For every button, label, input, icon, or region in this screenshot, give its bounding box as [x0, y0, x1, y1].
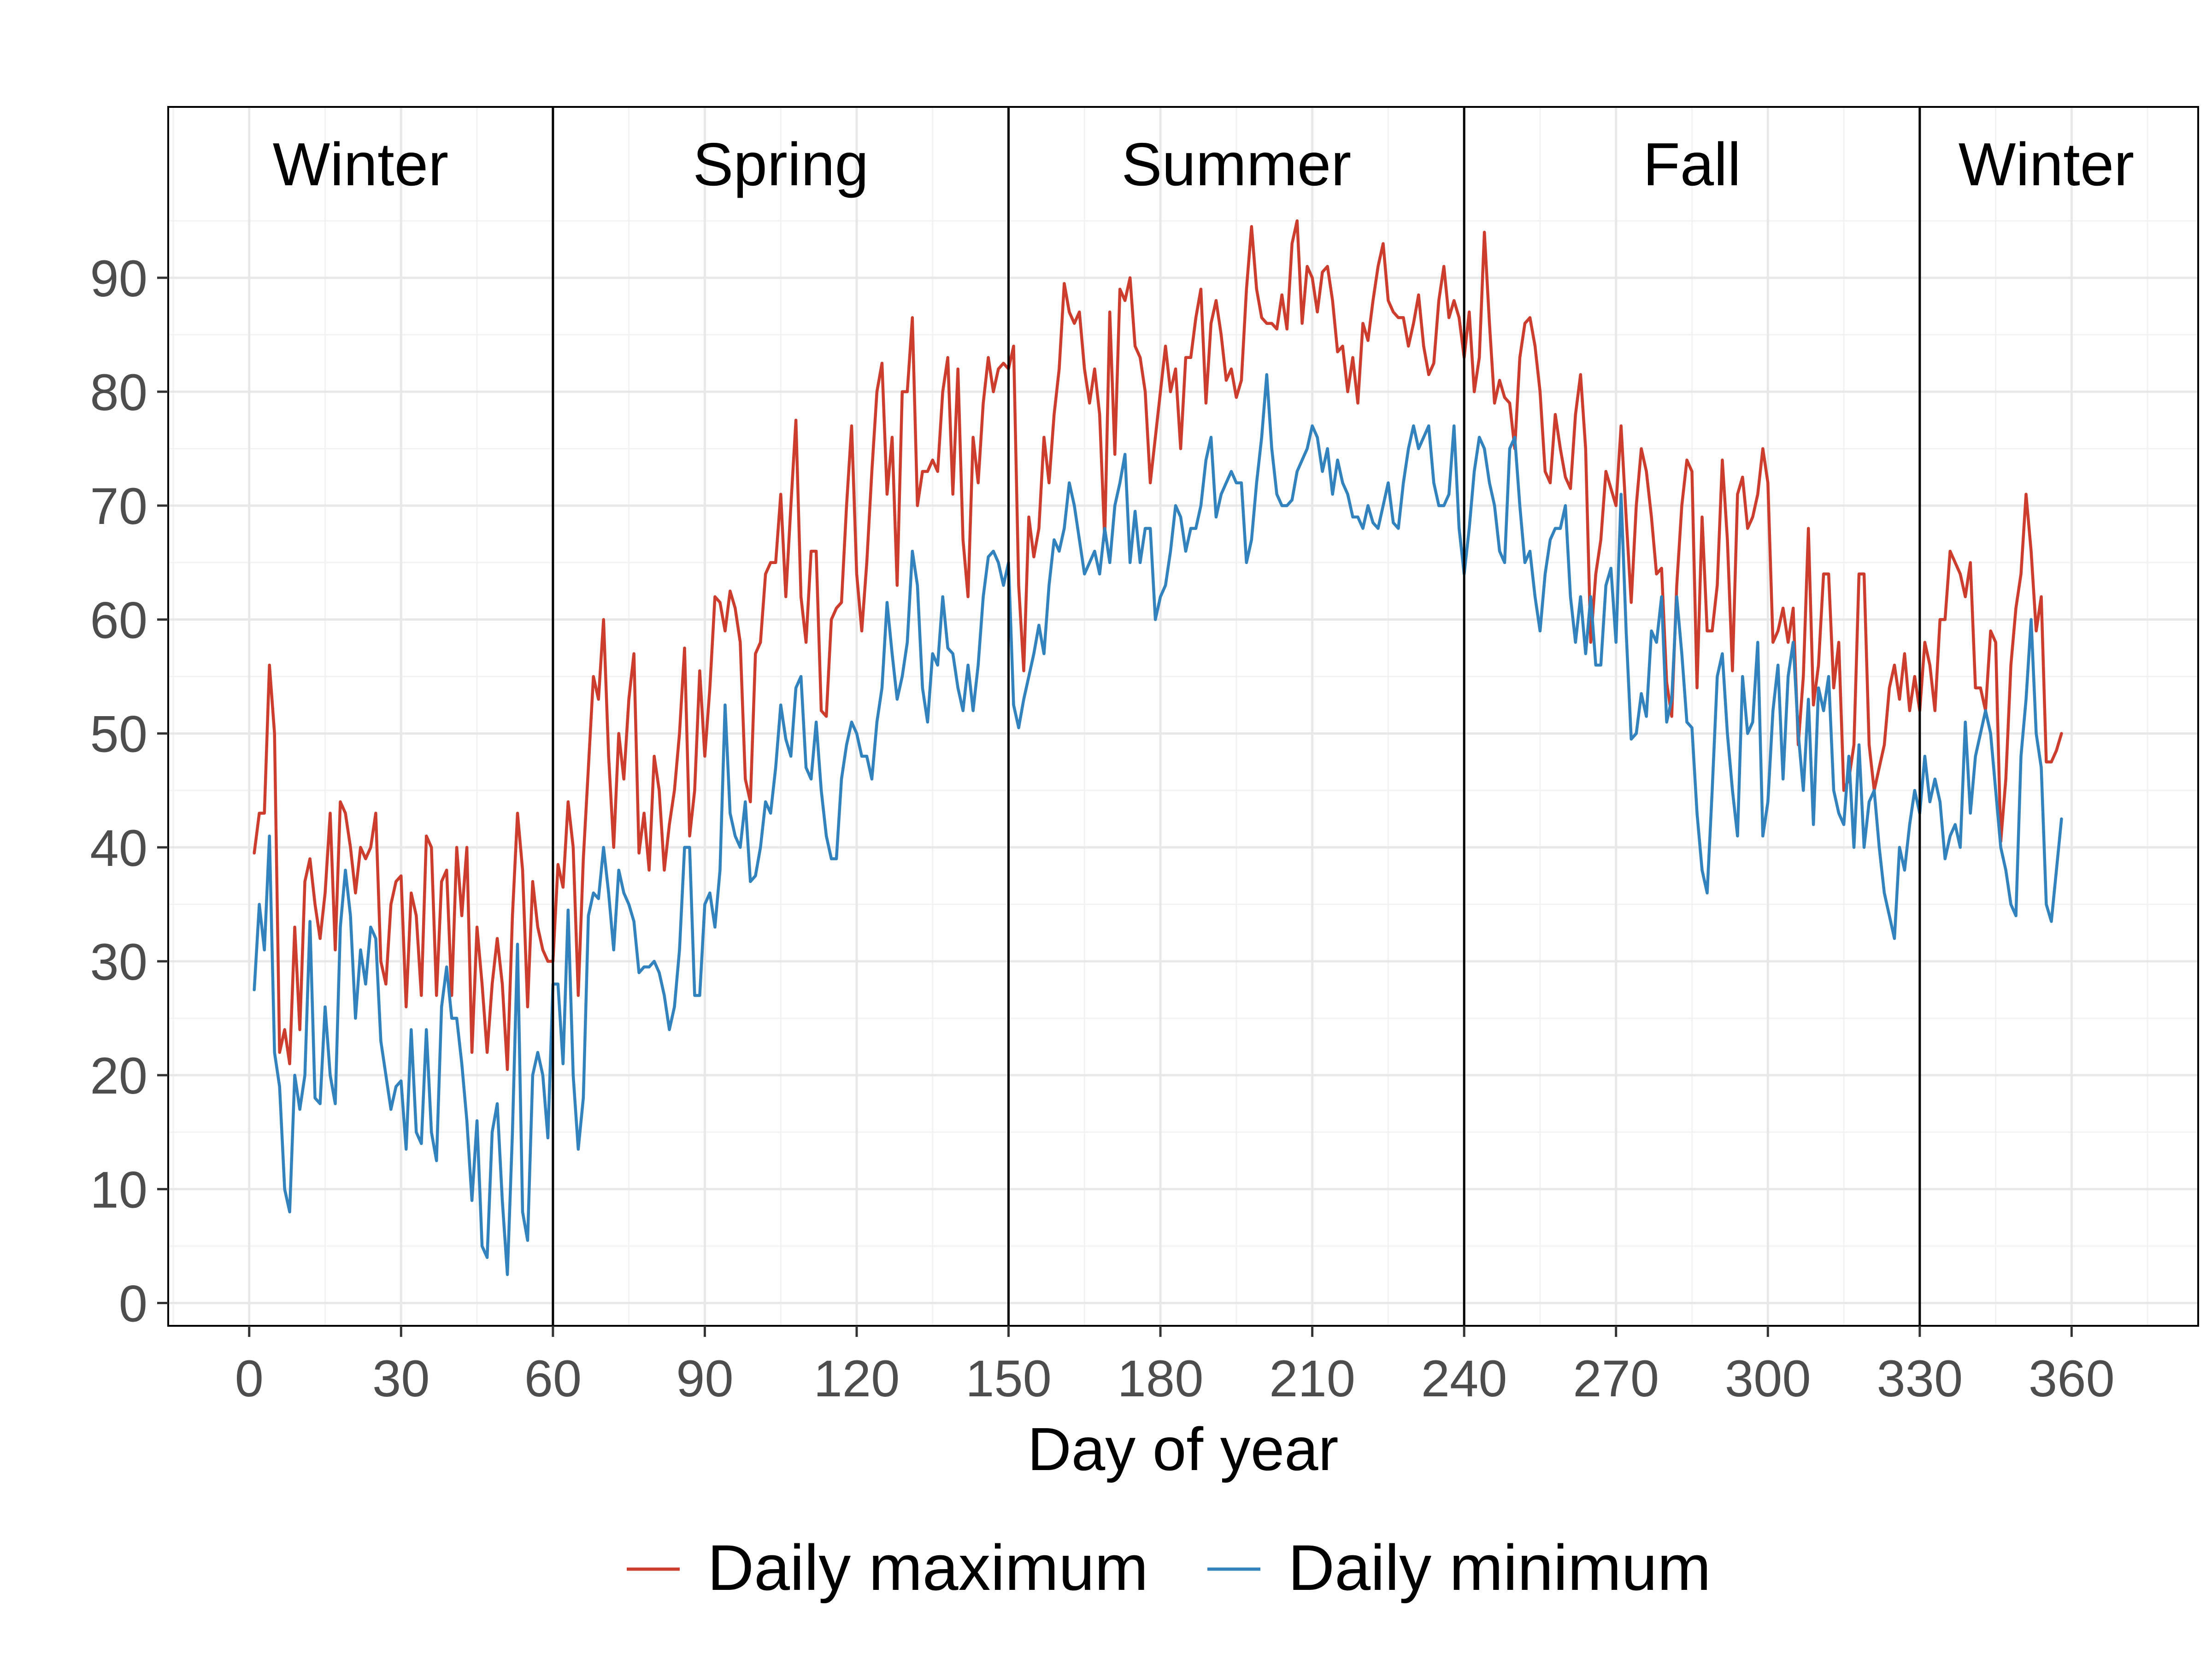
- x-tick-label: 60: [524, 1350, 582, 1407]
- y-tick-label: 50: [90, 706, 147, 763]
- x-tick-label: 150: [965, 1350, 1052, 1407]
- series-layer: [253, 219, 2063, 1277]
- x-tick-label: 180: [1118, 1350, 1204, 1407]
- series-line-daily-minimum: [253, 373, 2063, 1277]
- season-label: Spring: [693, 130, 869, 198]
- legend-label: Daily maximum: [707, 1531, 1148, 1604]
- legend-entry-daily-maximum: Daily maximum: [627, 1531, 1148, 1604]
- x-tick-label: 210: [1269, 1350, 1355, 1407]
- legend-entry-daily-minimum: Daily minimum: [1207, 1531, 1711, 1604]
- season-label: Summer: [1121, 130, 1351, 198]
- legend-label: Daily minimum: [1288, 1531, 1711, 1604]
- y-tick-label: 40: [90, 819, 147, 877]
- x-tick-label: 90: [676, 1350, 734, 1407]
- y-tick-label: 20: [90, 1047, 147, 1105]
- season-label: Fall: [1643, 130, 1741, 198]
- y-tick-label: 0: [119, 1275, 147, 1333]
- x-tick-label: 240: [1421, 1350, 1507, 1407]
- y-tick-label: 60: [90, 591, 147, 649]
- x-tick-label: 30: [372, 1350, 430, 1407]
- y-tick-label: 90: [90, 250, 147, 307]
- plot-area: Winter Spring Summer Fall Winter: [167, 106, 2199, 1327]
- x-tick-label: 120: [814, 1350, 900, 1407]
- y-tick-label: 30: [90, 933, 147, 991]
- series-line-daily-maximum: [253, 219, 2063, 1071]
- season-label: Winter: [1959, 130, 2134, 198]
- y-tick-label: 10: [90, 1161, 147, 1218]
- x-tick-label: 270: [1573, 1350, 1659, 1407]
- x-tick-label: 300: [1725, 1350, 1811, 1407]
- plot-panel: [168, 107, 2198, 1326]
- x-axis: 0 30 60 90 120 150 180 210 240 270 300 330 360: [235, 1326, 2115, 1407]
- y-tick-label: 80: [90, 364, 147, 421]
- season-label: Winter: [273, 130, 448, 198]
- x-axis-title: Day of year: [1028, 1415, 1339, 1483]
- x-tick-label: 330: [1877, 1350, 1963, 1407]
- season-dividers: Winter Spring Summer Fall Winter: [273, 107, 2134, 1326]
- x-tick-label: 360: [2029, 1350, 2115, 1407]
- legend: Daily maximum Daily minimum: [627, 1531, 1711, 1604]
- x-tick-label: 0: [235, 1350, 264, 1407]
- y-axis: 0 10 20 30 40 50 60 70 80 90: [90, 250, 168, 1333]
- y-tick-label: 70: [90, 477, 147, 535]
- plot-border: [167, 106, 2199, 1327]
